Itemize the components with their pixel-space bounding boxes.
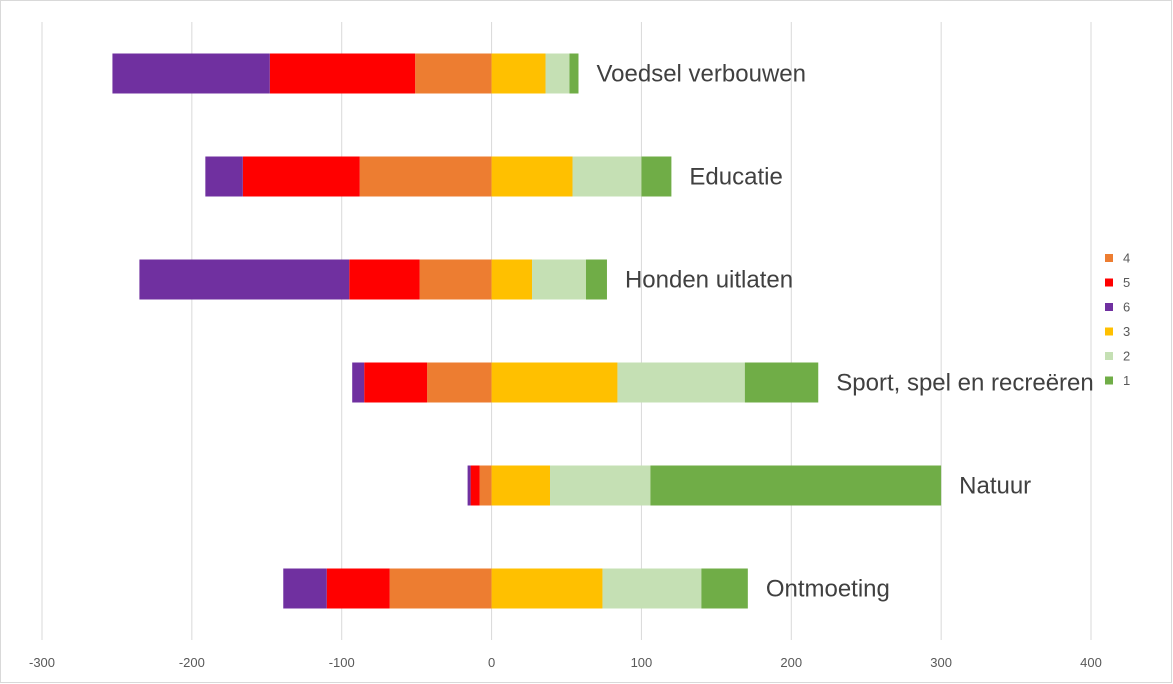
bar-segment-2	[602, 568, 702, 609]
bar-segment-4	[359, 156, 492, 197]
bar-segment-4	[479, 465, 492, 506]
legend-label: 2	[1123, 349, 1130, 364]
x-tick-label: 400	[1080, 655, 1102, 670]
legend-label: 6	[1123, 300, 1130, 315]
bar-segment-3	[491, 259, 533, 300]
category-labels: Voedsel verbouwen Educatie Honden uitlaten…	[596, 61, 1093, 603]
category-label: Educatie	[689, 164, 782, 191]
x-tick-label: -300	[29, 655, 55, 670]
bar-segment-1	[569, 53, 579, 94]
legend-label: 3	[1123, 324, 1130, 339]
legend-swatch	[1105, 327, 1113, 336]
bar-segment-1	[641, 156, 672, 197]
bar-segment-5	[242, 156, 360, 197]
bar-segment-3	[491, 156, 573, 197]
bar-segment-2	[572, 156, 642, 197]
x-tick-label: 300	[930, 655, 952, 670]
legend-label: 5	[1123, 275, 1130, 290]
bar-segment-4	[415, 53, 492, 94]
legend-swatch	[1105, 376, 1113, 385]
legend-label: 4	[1123, 251, 1130, 266]
bar-segment-5	[470, 465, 480, 506]
bar-segment-2	[532, 259, 586, 300]
bar-segment-2	[545, 53, 570, 94]
bar-segment-1	[701, 568, 748, 609]
legend-swatch	[1105, 352, 1113, 360]
gridlines	[41, 22, 1092, 640]
bar-segment-6	[467, 465, 471, 506]
bar-segment-3	[491, 53, 546, 94]
bar-segment-6	[352, 362, 365, 403]
bar-segment-2	[617, 362, 745, 403]
bar-segment-3	[491, 568, 603, 609]
bar-segment-5	[269, 53, 416, 94]
bar-segment-3	[491, 465, 551, 506]
bars	[112, 53, 942, 609]
bar-segment-5	[349, 259, 420, 300]
legend-swatch	[1105, 303, 1113, 311]
category-label: Voedsel verbouwen	[596, 61, 805, 88]
bar-segment-4	[389, 568, 492, 609]
bar-segment-6	[283, 568, 327, 609]
x-tick-label: -100	[329, 655, 355, 670]
legend-label: 1	[1123, 373, 1130, 388]
bar-segment-5	[326, 568, 390, 609]
bar-segment-1	[650, 465, 942, 506]
bar-segment-2	[550, 465, 651, 506]
bar-segment-1	[585, 259, 607, 300]
bar-segment-3	[491, 362, 618, 403]
x-axis-tick-labels: -300 -200 -100 0 100 200 300 400	[29, 655, 1102, 670]
category-label: Ontmoeting	[766, 576, 890, 603]
category-label: Sport, spel en recreëren	[836, 370, 1093, 397]
x-tick-label: -200	[179, 655, 205, 670]
bar-segment-1	[744, 362, 819, 403]
category-label: Natuur	[959, 473, 1031, 500]
legend: 4 5 6 3 2 1	[1105, 251, 1130, 388]
x-tick-label: 200	[780, 655, 802, 670]
bar-segment-5	[364, 362, 428, 403]
legend-swatch	[1105, 254, 1113, 262]
x-tick-label: 0	[488, 655, 495, 670]
bar-segment-4	[419, 259, 492, 300]
category-label: Honden uitlaten	[625, 267, 793, 294]
bar-segment-6	[139, 259, 350, 300]
bar-segment-6	[205, 156, 243, 197]
bar-segment-6	[112, 53, 270, 94]
legend-swatch	[1105, 278, 1113, 287]
x-tick-label: 100	[631, 655, 653, 670]
bar-segment-4	[427, 362, 492, 403]
